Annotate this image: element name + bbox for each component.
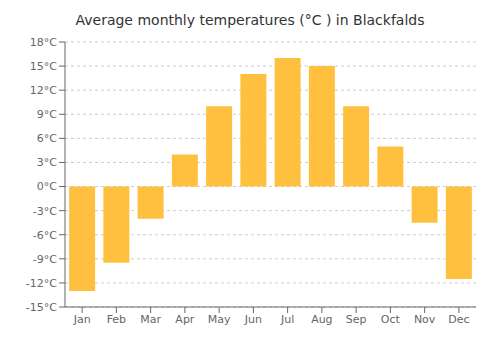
svg-text:Jun: Jun xyxy=(244,313,262,326)
svg-text:May: May xyxy=(208,313,231,326)
svg-text:Sep: Sep xyxy=(346,313,367,326)
svg-text:6°C: 6°C xyxy=(37,132,57,145)
svg-text:Nov: Nov xyxy=(414,313,436,326)
svg-text:9°C: 9°C xyxy=(37,108,57,121)
svg-text:18°C: 18°C xyxy=(30,36,57,49)
svg-text:-12°C: -12°C xyxy=(26,277,57,290)
svg-text:Jul: Jul xyxy=(280,313,294,326)
svg-text:-9°C: -9°C xyxy=(33,253,57,266)
svg-text:Feb: Feb xyxy=(107,313,126,326)
svg-text:Aug: Aug xyxy=(311,313,332,326)
html-text:Average monthly temperatures (: Average monthly temperatures (°C ) in Bl… xyxy=(75,12,425,28)
svg-text:-3°C: -3°C xyxy=(33,205,57,218)
svg-text:Apr: Apr xyxy=(175,313,195,326)
svg-text:0°C: 0°C xyxy=(37,180,57,193)
svg-text:-6°C: -6°C xyxy=(33,229,57,242)
svg-text:12°C: 12°C xyxy=(30,84,57,97)
svg-text:Jan: Jan xyxy=(73,313,91,326)
svg-text:Dec: Dec xyxy=(448,313,469,326)
svg-text:Oct: Oct xyxy=(381,313,401,326)
svg-text:-15°C: -15°C xyxy=(26,301,57,314)
svg-text:Mar: Mar xyxy=(140,313,161,326)
svg-text:15°C: 15°C xyxy=(30,60,57,73)
svg-text:3°C: 3°C xyxy=(37,156,57,169)
